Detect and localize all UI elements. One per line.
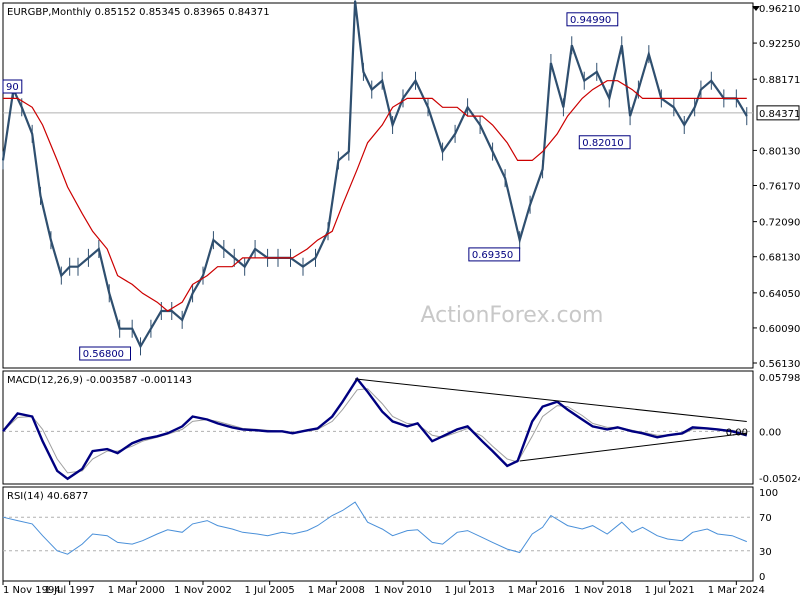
- x-tick-label-11: 1 Mar 2024: [708, 585, 765, 596]
- annotation-box-5: [2, 79, 23, 94]
- main-ytick-label-7: 0.68130: [759, 253, 800, 264]
- annotation-label-3: 0.69350: [472, 250, 513, 261]
- annotation-label-2: 0.82010: [582, 138, 623, 149]
- main-ytick-label-2: 0.88171: [759, 75, 800, 86]
- main-ytick-label-5: 0.76170: [759, 182, 800, 193]
- x-tick-label-0: 1 Nov 1994: [3, 585, 61, 596]
- macd-ytick-label-1: 0.00: [759, 427, 781, 438]
- rsi-ytick-label-2: 30: [759, 547, 772, 558]
- macd-pane: [2, 370, 754, 485]
- x-tick-label-7: 1 Jul 2013: [445, 585, 495, 596]
- annotation-box-2: [578, 135, 631, 150]
- main-ytick-label-8: 0.64050: [759, 289, 800, 300]
- chart-title: EURGBP,Monthly 0.85152 0.85345 0.83965 0…: [7, 7, 270, 18]
- sma-line: [3, 80, 747, 312]
- x-tick-label-10: 1 Jul 2021: [645, 585, 695, 596]
- collapse-icon: [752, 6, 760, 11]
- main-ytick-label-0: 0.96210: [759, 4, 800, 15]
- macd-zero-label: 0.00: [726, 427, 748, 438]
- x-tick-label-1: 1 Jul 1997: [45, 585, 95, 596]
- rsi-ytick-label-1: 70: [759, 513, 772, 524]
- macd-trendline-1: [519, 432, 747, 462]
- annotation-box-4: [79, 346, 131, 361]
- rsi-label: RSI(14) 40.6877: [7, 491, 88, 502]
- macd-label: MACD(12,26,9) -0.003587 -0.001143: [7, 375, 192, 386]
- rsi-line: [2, 501, 747, 555]
- price-series: [1, 0, 748, 349]
- x-tick-label-5: 1 Mar 2008: [308, 585, 365, 596]
- main-pane: [2, 2, 754, 369]
- x-tick-label-6: 1 Nov 2010: [374, 585, 432, 596]
- x-tick-label-4: 1 Jul 2005: [245, 585, 295, 596]
- annotation-label-1: 0.94990: [570, 15, 611, 26]
- main-ytick-label-4: 0.80130: [759, 146, 800, 157]
- rsi-pane: [2, 486, 754, 582]
- macd-ytick-label-2: -0.050241: [759, 474, 800, 485]
- x-tick-label-3: 1 Nov 2002: [174, 585, 232, 596]
- annotation-box-3: [468, 247, 521, 262]
- rsi-ytick-label-0: 100: [759, 488, 778, 499]
- x-tick-label-2: 1 Mar 2000: [108, 585, 165, 596]
- rsi-ytick-label-3: 0: [759, 572, 765, 583]
- main-ytick-label-6: 0.72090: [759, 218, 800, 229]
- annotation-box-1: [566, 12, 619, 27]
- macd-line: [2, 376, 748, 481]
- main-ytick-label-1: 0.92250: [759, 39, 800, 50]
- macd-trendline-0: [355, 378, 747, 422]
- annotation-label-4: 0.56800: [83, 349, 124, 360]
- macd-ytick-label-0: 0.057984: [759, 373, 800, 384]
- watermark: ActionForex.com: [421, 303, 604, 328]
- current-price-label: 0.84371: [759, 109, 800, 120]
- main-ytick-label-10: 0.56130: [759, 359, 800, 370]
- x-tick-label-9: 1 Nov 2018: [574, 585, 632, 596]
- current-price-box: [756, 105, 800, 121]
- main-ytick-label-9: 0.60090: [759, 324, 800, 335]
- x-tick-label-8: 1 Mar 2016: [508, 585, 565, 596]
- annotation-label-5: 90: [6, 82, 19, 93]
